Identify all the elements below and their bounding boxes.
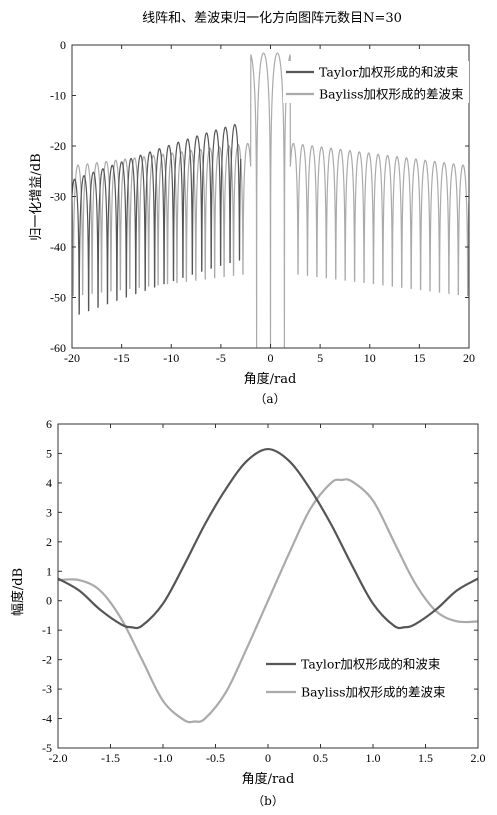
chart-a-title: 线阵和、差波束归一化方向图阵元数目N=30 — [142, 10, 402, 26]
chart-a-x-tick-label: 15 — [413, 351, 425, 365]
caption-a: （a） — [254, 392, 285, 406]
chart-b-x-tick-label: 0 — [265, 751, 271, 765]
chart-a-series-sum-beam — [72, 123, 242, 315]
chart-b-y-tick-label: 0 — [46, 594, 52, 608]
chart-a-y-tick-label: -50 — [50, 291, 66, 305]
chart-a-y-tick-label: -30 — [50, 190, 66, 204]
chart-b-y-tick-label: -5 — [42, 741, 52, 755]
chart-a-x-tick-label: -5 — [216, 351, 226, 365]
chart-a-x-tick-label: -20 — [64, 351, 80, 365]
chart-b-plot-area: -2.0 -1.5 -1.0 -0.5 0 0.5 1.0 1.5 2.0 6 5 4 3 2 1 0 -1 -2… — [42, 417, 486, 765]
chart-b-x-tick-label: -0.5 — [206, 751, 225, 765]
chart-b-y-tick-label: 2 — [46, 535, 52, 549]
chart-a-x-tick-label: -10 — [163, 351, 179, 365]
chart-b-y-axis-label: 幅度/dB — [10, 568, 26, 616]
chart-b-series-difference-beam — [58, 478, 478, 724]
chart-b-y-tick-label: 6 — [46, 417, 52, 431]
chart-a-x-tick-label: 10 — [364, 351, 376, 365]
chart-b-x-tick-label: -1.5 — [101, 751, 120, 765]
chart-a-x-tick-label: -15 — [114, 351, 130, 365]
chart-a-x-tick-label: 20 — [463, 351, 475, 365]
chart-b-y-tick-label: -4 — [42, 712, 52, 726]
chart-a-plot-area: -20 -15 -10 -5 0 5 10 15 200-10-20-30-40-50-60Ta… — [50, 38, 475, 365]
chart-a-y-axis-label: 归一化增益/dB — [29, 153, 44, 240]
chart-b-y-tick-label: -3 — [42, 682, 52, 696]
chart-a-legend-label: Bayliss加权形成的差波束 — [319, 87, 464, 102]
chart-b-series-sum-beam — [58, 447, 478, 630]
chart-a-y-tick-label: -60 — [50, 341, 66, 355]
chart-b-y-tick-label: -1 — [42, 623, 52, 637]
chart-a-y-tick-label: 0 — [60, 38, 66, 52]
caption-b: （b） — [252, 794, 284, 808]
chart-a-series-difference-beam — [72, 52, 469, 348]
chart-b-x-tick-label: -1.0 — [154, 751, 173, 765]
chart-b: -2.0 -1.5 -1.0 -0.5 0 0.5 1.0 1.5 2.0 6 5 4 3 2 1 0 -1 -2… — [10, 417, 486, 808]
chart-b-y-tick-label: 5 — [46, 446, 52, 460]
chart-b-x-tick-label: -2.0 — [49, 751, 68, 765]
chart-a-legend-label: Taylor加权形成的和波束 — [319, 65, 459, 80]
chart-b-x-axis-label: 角度/rad — [242, 771, 295, 787]
chart-a-y-tick-label: -10 — [50, 89, 66, 103]
chart-b-legend-label: Taylor加权形成的和波束 — [301, 657, 441, 672]
chart-b-x-tick-label: 2.0 — [471, 751, 486, 765]
chart-a-legend-box — [283, 61, 469, 103]
chart-b-y-tick-label: -2 — [42, 653, 52, 667]
chart-b-y-tick-label: 3 — [46, 505, 52, 519]
chart-a: 线阵和、差波束归一化方向图阵元数目N=30 -20 -15 -10 -5 0 5 10 15 2… — [29, 10, 475, 406]
chart-b-y-tick-label: 4 — [46, 476, 52, 490]
chart-b-x-tick-label: 1.0 — [366, 751, 381, 765]
chart-b-x-tick-label: 0.5 — [313, 751, 328, 765]
chart-b-legend-label: Bayliss加权形成的差波束 — [301, 685, 446, 700]
chart-a-y-tick-label: -20 — [50, 139, 66, 153]
chart-a-x-axis-label: 角度/rad — [244, 371, 297, 387]
chart-a-x-tick-label: 5 — [317, 351, 323, 365]
chart-b-y-tick-label: 1 — [46, 564, 52, 578]
chart-a-y-tick-label: -40 — [50, 240, 66, 254]
chart-b-x-tick-label: 1.5 — [418, 751, 433, 765]
chart-a-x-tick-label: 0 — [268, 351, 274, 365]
